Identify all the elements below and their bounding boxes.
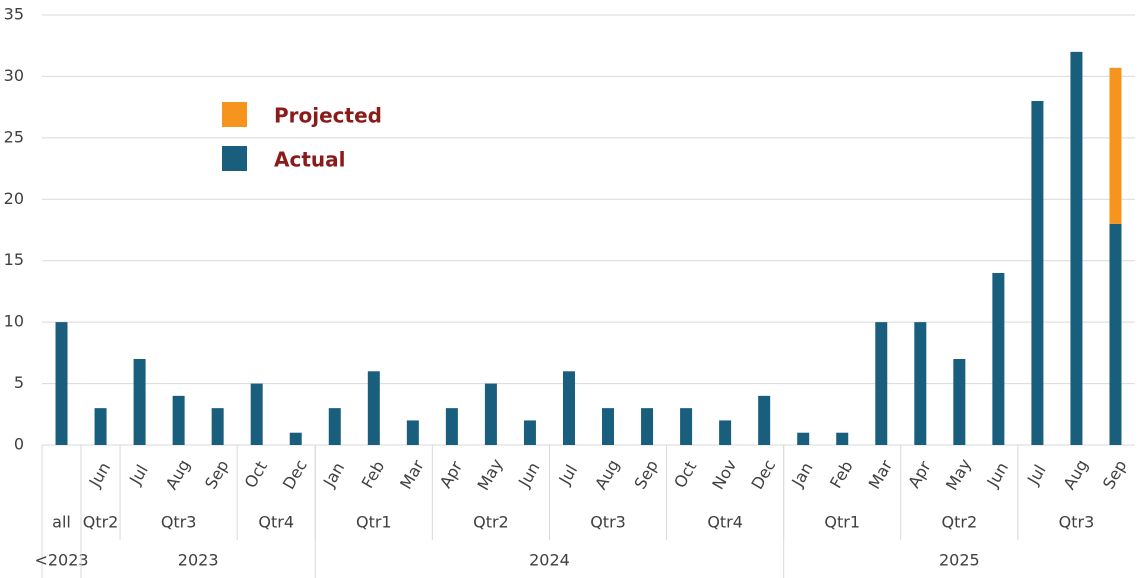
- quarter-label: Qtr4: [258, 513, 294, 532]
- bar: [797, 432, 810, 445]
- bar: [836, 432, 849, 445]
- x-tick-label: Sep: [1099, 457, 1131, 493]
- x-tick-label: Jul: [125, 461, 152, 488]
- year-label: 2024: [529, 551, 570, 570]
- quarter-label: Qtr3: [590, 513, 626, 532]
- legend-swatch: [222, 146, 247, 171]
- bar: [562, 371, 575, 445]
- y-tick-label: 35: [4, 5, 24, 24]
- x-tick-label: Feb: [826, 457, 857, 491]
- legend-text: Projected: [274, 104, 382, 128]
- y-tick-label: 5: [14, 373, 24, 392]
- bar: [523, 420, 536, 445]
- bar: [211, 408, 224, 445]
- x-tick-label: May: [942, 455, 975, 493]
- quarter-label: Qtr1: [356, 513, 392, 532]
- x-tick-label: Dec: [279, 456, 311, 492]
- bar: [445, 408, 458, 445]
- x-tick-label: Feb: [358, 457, 389, 491]
- x-tick-label: Jun: [514, 459, 543, 491]
- bar: [94, 408, 107, 445]
- x-tick-label: Oct: [241, 458, 271, 491]
- year-label: 2023: [178, 551, 219, 570]
- x-tick-label: Jul: [555, 461, 582, 488]
- bar: [641, 408, 654, 445]
- bar: [172, 395, 185, 445]
- bar: [602, 408, 615, 445]
- quarter-label: Qtr4: [707, 513, 743, 532]
- x-tick-label: Dec: [747, 456, 779, 492]
- bar: [289, 432, 302, 445]
- x-tick-label: May: [474, 455, 507, 493]
- x-tick-label: Nov: [708, 456, 740, 493]
- x-tick-label: Sep: [201, 457, 233, 493]
- x-tick-label: Jul: [1023, 461, 1050, 488]
- x-tick-label: Mar: [396, 456, 428, 492]
- year-label: <2023: [34, 551, 88, 570]
- x-tick-label: Oct: [670, 458, 700, 491]
- legend-swatch: [222, 102, 247, 127]
- y-tick-label: 0: [14, 435, 24, 454]
- bar: [1109, 223, 1122, 445]
- bar: [1070, 51, 1083, 445]
- bar: [484, 383, 497, 445]
- bar: [250, 383, 263, 445]
- quarter-label: Qtr3: [161, 513, 197, 532]
- x-tick-label: Sep: [630, 457, 662, 493]
- y-tick-label: 25: [4, 127, 24, 146]
- bar: [367, 371, 380, 445]
- x-tick-label: Jun: [983, 459, 1012, 491]
- x-tick-label: Jun: [85, 459, 114, 491]
- y-tick-label: 15: [4, 250, 24, 269]
- quarter-label: Qtr2: [942, 513, 978, 532]
- bar: [719, 420, 732, 445]
- bar: [953, 359, 966, 445]
- quarter-label: Qtr2: [473, 513, 509, 532]
- bar: [680, 408, 693, 445]
- x-tick-label: Jan: [319, 459, 348, 491]
- bar: [55, 322, 68, 445]
- x-tick-label: Apr: [436, 457, 467, 491]
- bar: [133, 359, 146, 445]
- y-tick-label: 10: [4, 312, 24, 331]
- bar: [914, 322, 927, 445]
- bar: [1109, 67, 1122, 224]
- bar: [1031, 101, 1044, 445]
- bar: [758, 395, 771, 445]
- x-tick-label: Aug: [1060, 456, 1092, 493]
- bar: [875, 322, 888, 445]
- quarter-label: Qtr2: [83, 513, 119, 532]
- quarter-label: all: [52, 513, 71, 532]
- x-tick-label: Aug: [591, 456, 623, 493]
- x-tick-label: Mar: [865, 456, 897, 492]
- year-label: 2025: [939, 551, 980, 570]
- y-tick-label: 20: [4, 189, 24, 208]
- x-tick-label: Aug: [162, 456, 194, 493]
- x-tick-label: Jan: [787, 459, 816, 491]
- legend-text: Actual: [274, 148, 345, 172]
- quarter-label: Qtr3: [1059, 513, 1095, 532]
- x-tick-label: Apr: [904, 457, 935, 491]
- quarter-label: Qtr1: [824, 513, 860, 532]
- bar: [992, 273, 1005, 445]
- bar: [328, 408, 341, 445]
- bar: [406, 420, 419, 445]
- y-tick-label: 30: [4, 66, 24, 85]
